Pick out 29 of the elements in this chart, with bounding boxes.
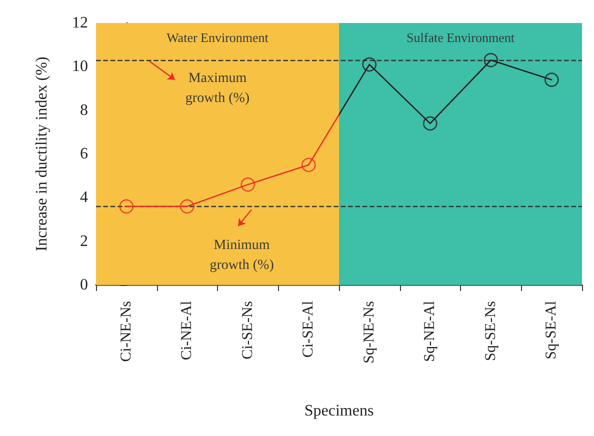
y-tick-label: 12 <box>72 14 88 32</box>
ref-line-label: Maximum growth (%) <box>185 71 250 106</box>
band-label: Sulfate Environment <box>406 30 515 45</box>
y-tick-label: 6 <box>80 146 88 162</box>
x-tick-label: Sq-SE-Al <box>544 301 560 360</box>
point <box>362 57 377 72</box>
point <box>119 199 134 214</box>
y-tick-label: 0 <box>80 276 88 294</box>
point <box>422 116 438 131</box>
x-tick-label: Ci-NE-Al <box>179 301 196 360</box>
point <box>301 158 316 172</box>
point <box>180 199 194 214</box>
point <box>544 72 559 87</box>
y-tick-label: 10 <box>72 58 88 76</box>
x-tick-label: Sq-SE-Ns <box>482 300 499 362</box>
y-tick-label: 4 <box>80 189 88 206</box>
y-tick-label: 2 <box>80 232 88 250</box>
x-axis-title: Specimens <box>304 402 374 420</box>
ref-line-label: Minimum growth (%) <box>210 238 274 274</box>
y-tick-label: 8 <box>80 102 88 119</box>
y-axis-title: Increase in ductility index (%) <box>34 56 50 252</box>
x-tick-label: Ci-SE-Al <box>300 301 317 358</box>
x-tick-label: Sq-NE-Ns <box>361 300 378 364</box>
x-tick-label: Ci-NE-Ns <box>118 300 134 362</box>
x-tick-label: Sq-NE-Al <box>422 301 438 362</box>
band-label: Water Environment <box>166 30 269 45</box>
point <box>240 177 256 192</box>
x-tick-label: Ci-SE-Ns <box>240 300 256 360</box>
point <box>484 52 498 68</box>
